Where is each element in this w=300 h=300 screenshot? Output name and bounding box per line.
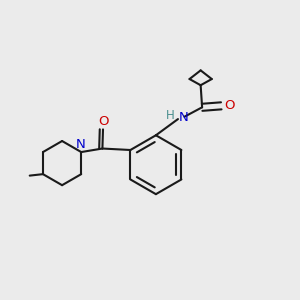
Text: O: O (224, 99, 235, 112)
Text: N: N (178, 111, 188, 124)
Text: O: O (98, 115, 108, 128)
Text: H: H (166, 109, 175, 122)
Text: N: N (76, 139, 86, 152)
